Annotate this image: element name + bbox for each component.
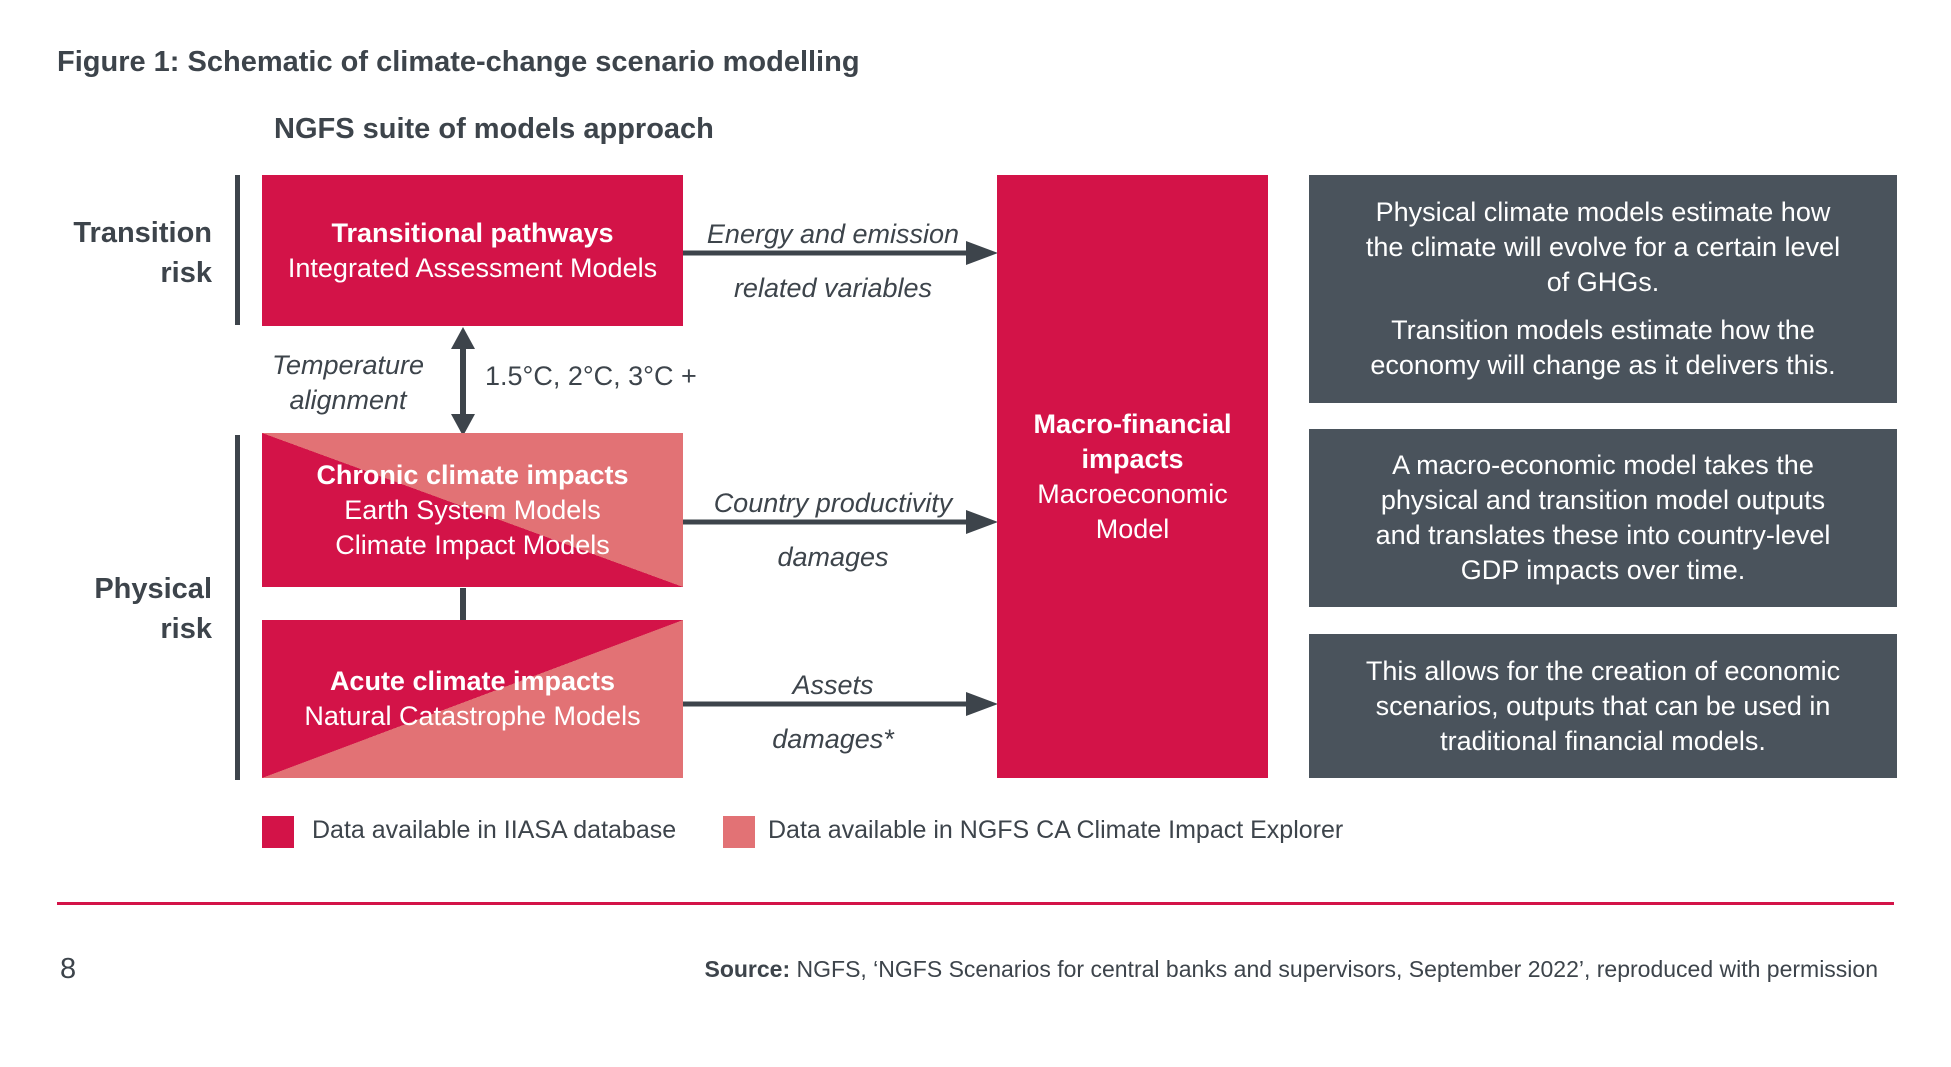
physical-risk-bracket (235, 435, 240, 780)
productivity-label-line2: damages (777, 542, 889, 572)
acute-line-natcat: Natural Catastrophe Models (304, 701, 641, 731)
legend-swatch-iiasa (262, 816, 294, 848)
page-number: 8 (60, 953, 77, 985)
source-note: Source: NGFS, ‘NGFS Scenarios for centra… (704, 956, 1878, 983)
temperature-arrow-down-head (451, 414, 475, 436)
energy-label-line2: related variables (733, 273, 933, 303)
info-box-1-paragraph-2: Transition models estimate how the econo… (1370, 315, 1836, 380)
assets-arrow-label: Assets damages* (683, 658, 983, 766)
macro-financial-line1: Macroeconomic (1037, 478, 1228, 509)
transition-risk-label: Transition risk (60, 213, 212, 293)
physical-risk-label: Physical risk (60, 569, 212, 649)
info-box-1-paragraph-1: Physical climate models estimate how the… (1365, 197, 1841, 297)
transition-risk-label-line2: risk (160, 257, 212, 289)
macro-financial-line2: Model (1095, 513, 1170, 544)
temperature-alignment-line1: Temperature (271, 350, 425, 380)
temperature-alignment-label: Temperature alignment (262, 348, 434, 418)
transition-risk-bracket (235, 175, 240, 325)
info-box-economic-scenarios: This allows for the creation of economic… (1309, 634, 1897, 778)
info-box-macro-economic: A macro-economic model takes the physica… (1309, 429, 1897, 607)
temperature-alignment-line2: alignment (289, 385, 407, 415)
assets-label-line1: Assets (792, 670, 874, 700)
macro-financial-title-line2: impacts (1081, 443, 1184, 474)
figure-title: Figure 1: Schematic of climate-change sc… (57, 46, 860, 78)
physical-risk-label-line1: Physical (94, 573, 212, 605)
info-box-3-paragraph-1: This allows for the creation of economic… (1365, 655, 1841, 756)
legend-swatch-climate-impact-explorer (723, 816, 755, 848)
productivity-label-line1: Country productivity (713, 488, 953, 518)
chronic-climate-impacts-title: Chronic climate impacts (316, 459, 629, 490)
temperature-arrow-up-head (451, 327, 475, 349)
transitional-pathways-title: Transitional pathways (331, 217, 614, 248)
physical-risk-label-line2: risk (160, 613, 212, 645)
energy-arrow-label: Energy and emission related variables (683, 207, 983, 315)
assets-label-line2: damages* (772, 724, 894, 754)
chronic-line-climate-impact: Climate Impact Models (335, 529, 610, 560)
info-box-physical-transition: Physical climate models estimate how the… (1309, 175, 1897, 403)
legend-label-iiasa: Data available in IIASA database (312, 816, 677, 844)
macro-financial-impacts-box: Macro-financial impacts Macroeconomic Mo… (997, 175, 1268, 778)
assets-arrow-head (966, 692, 998, 716)
chronic-line-earth-system: Earth System Models (344, 494, 601, 525)
legend-label-climate-impact-explorer: Data available in NGFS CA Climate Impact… (768, 816, 1344, 844)
temperature-values: 1.5°C, 2°C, 3°C + (485, 361, 697, 391)
source-label: Source: (704, 956, 791, 982)
energy-arrow-head (966, 241, 998, 265)
productivity-arrow-head (966, 510, 998, 534)
chronic-climate-impacts-box: Chronic climate impacts Earth System Mod… (262, 433, 683, 587)
source-text: NGFS, ‘NGFS Scenarios for central banks … (796, 956, 1878, 982)
transitional-pathways-line: Integrated Assessment Models (287, 252, 658, 283)
acute-climate-impacts-box: Acute climate impacts Natural Catastroph… (262, 620, 683, 778)
energy-label-line1: Energy and emission (706, 219, 960, 249)
info-box-2-paragraph-1: A macro-economic model takes the physica… (1375, 450, 1831, 585)
productivity-arrow-label: Country productivity damages (683, 476, 983, 584)
footer-divider (57, 902, 1894, 905)
macro-financial-title-line1: Macro-financial (1033, 408, 1232, 439)
transition-risk-label-line1: Transition (73, 217, 212, 249)
transitional-pathways-box: Transitional pathways Integrated Assessm… (262, 175, 683, 326)
diagram-subtitle: NGFS suite of models approach (274, 113, 714, 145)
acute-climate-impacts-title: Acute climate impacts (329, 666, 616, 696)
